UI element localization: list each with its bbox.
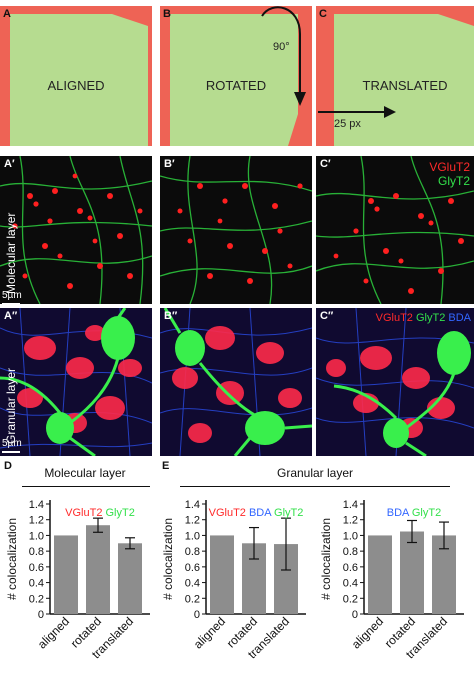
y-tick-label: 1.2 bbox=[29, 515, 44, 527]
panel-label-c-double-prime: C′′ bbox=[320, 310, 334, 322]
bar-chart-molecular: # colocalization00.20.40.60.81.01.21.4al… bbox=[5, 499, 150, 661]
rotated-text: ROTATED bbox=[205, 78, 267, 93]
bar-aligned bbox=[210, 535, 234, 614]
micrograph-molecular-translated: C′ VGluT2 GlyT2 bbox=[316, 156, 474, 304]
y-tick-label: 0.2 bbox=[29, 593, 44, 605]
legend-vglut2: VGluT2 bbox=[429, 160, 470, 174]
y-tick-label: 1.4 bbox=[29, 499, 44, 511]
panel-label-b-double-prime: B′′ bbox=[164, 310, 178, 322]
panel-label-a-double-prime: A′′ bbox=[4, 310, 18, 322]
y-tick-label: 0.2 bbox=[343, 593, 358, 605]
y-tick-label: 1.0 bbox=[185, 530, 200, 542]
y-tick-label: 1.2 bbox=[343, 515, 358, 527]
granular-layer-chart-title: Granular layer bbox=[276, 466, 354, 480]
y-tick-label: 0.6 bbox=[343, 562, 358, 574]
micrograph-molecular-rotated: B′ bbox=[160, 156, 312, 304]
y-axis-label: # colocalization bbox=[5, 518, 19, 600]
scale-bar-molecular: 5µm bbox=[2, 290, 22, 304]
chart-legend: VGluT2 BDA GlyT2 bbox=[209, 507, 304, 519]
y-tick-label: 0.4 bbox=[185, 578, 200, 590]
bar-aligned bbox=[54, 535, 78, 614]
y-tick-label: 1.4 bbox=[185, 499, 200, 511]
legend-entry: GlyT2 bbox=[409, 507, 441, 519]
micrograph-granular-aligned: A′′ Granular layer 5µm bbox=[0, 308, 152, 456]
granular-layer-side-label: Granular layer bbox=[4, 367, 18, 444]
y-tick-label: 0 bbox=[352, 609, 358, 621]
scale-bar-granular: 5µm bbox=[2, 438, 22, 453]
y-tick-label: 0.8 bbox=[343, 546, 358, 558]
bar-aligned bbox=[368, 535, 392, 614]
y-tick-label: 1.0 bbox=[343, 530, 358, 542]
chart-legend: BDA GlyT2 bbox=[387, 507, 441, 519]
legend-glyt2: GlyT2 bbox=[415, 312, 446, 324]
rotation-arrow bbox=[261, 6, 301, 96]
granular-title-rule bbox=[180, 486, 450, 487]
legend-entry: GlyT2 bbox=[102, 507, 134, 519]
legend-entry: BDA bbox=[246, 507, 272, 519]
y-tick-label: 0.8 bbox=[185, 546, 200, 558]
panel-label-b: B bbox=[163, 8, 171, 20]
y-tick-label: 0.6 bbox=[185, 562, 200, 574]
translation-shift-label: 25 px bbox=[334, 118, 361, 130]
bar-chart-granular-vglut2-bda-glyt2: # colocalization00.20.40.60.81.01.21.4al… bbox=[161, 499, 306, 661]
scale-bar-label: 5µm bbox=[2, 290, 22, 301]
scale-bar-label: 5µm bbox=[2, 438, 22, 449]
y-tick-label: 1.4 bbox=[343, 499, 358, 511]
panel-c-translated: C TRANSLATED 25 px bbox=[316, 6, 474, 146]
legend-entry: VGluT2 bbox=[209, 507, 246, 519]
micrograph-granular-translated: C′′ VGluT2 GlyT2 BDA bbox=[316, 308, 474, 456]
legend-entry: VGluT2 bbox=[65, 507, 102, 519]
y-tick-label: 1.2 bbox=[185, 515, 200, 527]
bar-rotated bbox=[86, 525, 110, 614]
y-axis-label: # colocalization bbox=[319, 518, 333, 600]
chart-legend: VGluT2 GlyT2 bbox=[65, 507, 135, 519]
y-axis-label: # colocalization bbox=[161, 518, 175, 600]
molecular-title-rule bbox=[22, 486, 150, 487]
panel-label-a-prime: A′ bbox=[4, 158, 15, 170]
legend-glyt2: GlyT2 bbox=[437, 174, 470, 188]
legend-bda: BDA bbox=[448, 312, 471, 324]
translated-text: TRANSLATED bbox=[362, 78, 448, 93]
micrograph-molecular-aligned: A′ Molecular layer 5µm bbox=[0, 156, 152, 304]
rotation-angle-label: 90° bbox=[273, 41, 290, 53]
molecular-legend: VGluT2 GlyT2 bbox=[429, 160, 470, 188]
y-tick-label: 0 bbox=[38, 609, 44, 621]
panel-b-rotated: B ROTATED 90° bbox=[160, 6, 312, 146]
y-tick-label: 1.0 bbox=[29, 530, 44, 542]
molecular-layer-chart-title: Molecular layer bbox=[44, 466, 126, 480]
granular-legend: VGluT2 GlyT2 BDA bbox=[376, 312, 471, 324]
y-tick-label: 0.6 bbox=[29, 562, 44, 574]
bar-translated bbox=[118, 543, 142, 614]
legend-entry: BDA bbox=[387, 507, 410, 519]
panel-label-b-prime: B′ bbox=[164, 158, 175, 170]
molecular-layer-side-label: Molecular layer bbox=[4, 212, 18, 294]
bar-chart-granular-bda-glyt2: # colocalization00.20.40.60.81.01.21.4al… bbox=[319, 499, 464, 661]
bar-rotated bbox=[400, 531, 424, 614]
panel-label-c-prime: C′ bbox=[320, 158, 331, 170]
y-tick-label: 0.8 bbox=[29, 546, 44, 558]
panel-label-d: D bbox=[4, 460, 12, 472]
micrograph-granular-rotated: B′′ bbox=[160, 308, 312, 456]
panel-a-aligned: A ALIGNED bbox=[0, 6, 152, 146]
panel-label-c: C bbox=[319, 8, 327, 20]
y-tick-label: 0 bbox=[194, 609, 200, 621]
aligned-square-diagram bbox=[0, 6, 152, 146]
rotation-arrowhead bbox=[294, 92, 306, 106]
y-tick-label: 0.4 bbox=[343, 578, 358, 590]
aligned-text: ALIGNED bbox=[47, 78, 105, 93]
y-tick-label: 0.4 bbox=[29, 578, 44, 590]
panel-label-a: A bbox=[3, 8, 11, 20]
translated-square-diagram bbox=[316, 6, 474, 146]
legend-entry: GlyT2 bbox=[271, 507, 303, 519]
rotated-square-diagram bbox=[160, 6, 312, 146]
translation-arrowhead bbox=[384, 106, 396, 118]
panel-label-e: E bbox=[162, 460, 170, 472]
y-tick-label: 0.2 bbox=[185, 593, 200, 605]
legend-vglut2: VGluT2 bbox=[375, 312, 413, 324]
